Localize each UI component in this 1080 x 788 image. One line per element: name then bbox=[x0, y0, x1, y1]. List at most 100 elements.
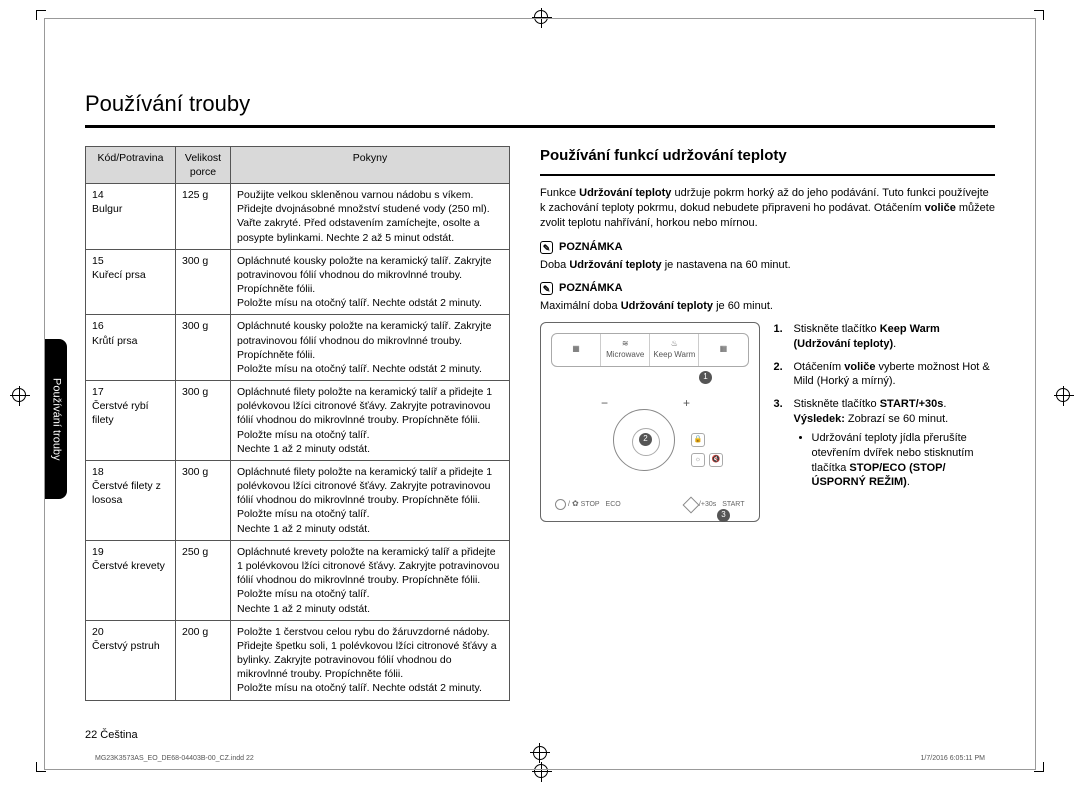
stop-label: STOP bbox=[581, 500, 600, 509]
note-heading-1: ✎ POZNÁMKA bbox=[540, 240, 995, 255]
table-row: 14Bulgur125 gPoužijte velkou skleněnou v… bbox=[86, 184, 510, 250]
mode-cell: ▦ bbox=[552, 334, 601, 366]
mode-microwave: ≋ Microwave bbox=[601, 334, 650, 366]
side-tab: Používání trouby bbox=[45, 339, 67, 499]
cell-code: 16Krůtí prsa bbox=[86, 315, 176, 381]
intro-paragraph: Funkce Udržování teploty udržuje pokrm h… bbox=[540, 186, 995, 231]
table-row: 18Čerstvé filety z lososa300 gOpláchnuté… bbox=[86, 460, 510, 540]
txt: je nastavena na 60 minut. bbox=[662, 259, 791, 271]
page-number: 22 Čeština bbox=[85, 728, 138, 743]
start-diamond bbox=[682, 496, 699, 513]
cell-instructions: Použijte velkou skleněnou varnou nádobu … bbox=[231, 184, 510, 250]
footer-center-mark bbox=[533, 746, 547, 765]
cell-size: 250 g bbox=[176, 540, 231, 620]
registration-mark-right bbox=[1056, 388, 1070, 402]
txt-bold: START/+30s bbox=[880, 398, 944, 410]
txt: Stiskněte tlačítko bbox=[794, 323, 880, 335]
cell-instructions: Opláchnuté kousky položte na keramický t… bbox=[231, 315, 510, 381]
table-row: 20Čerstvý pstruh200 gPoložte 1 čerstvou … bbox=[86, 620, 510, 700]
table-row: 15Kuřecí prsa300 gOpláchnuté kousky polo… bbox=[86, 249, 510, 315]
table-row: 19Čerstvé krevety250 gOpláchnuté krevety… bbox=[86, 540, 510, 620]
eco-label: ECO bbox=[606, 500, 621, 509]
steps-list: Stiskněte tlačítko Keep Warm (Udržování … bbox=[774, 322, 996, 522]
txt: je 60 minut. bbox=[713, 300, 773, 312]
control-panel-diagram: ▦ ≋ Microwave ♨ Keep Warm ▦ 1 − + bbox=[540, 322, 760, 522]
txt: Funkce bbox=[540, 187, 579, 199]
txt-bold: Udržování teploty bbox=[569, 259, 661, 271]
cell-size: 300 g bbox=[176, 315, 231, 381]
mute-icon: 🔇 bbox=[709, 453, 723, 467]
note-body-2: Maximální doba Udržování teploty je 60 m… bbox=[540, 299, 995, 314]
step-marker-3: 3 bbox=[717, 509, 730, 522]
txt: Otáčením bbox=[794, 361, 845, 373]
txt: Stiskněte tlačítko bbox=[794, 398, 880, 410]
cell-instructions: Opláchnuté krevety položte na keramický … bbox=[231, 540, 510, 620]
note-label: POZNÁMKA bbox=[559, 281, 623, 296]
cell-size: 125 g bbox=[176, 184, 231, 250]
sub-bullet: Udržování teploty jídla přerušíte otevře… bbox=[812, 431, 996, 490]
start-group: /+30s START bbox=[685, 499, 745, 511]
stop-eco-group: / ✿ STOP ECO bbox=[555, 499, 621, 511]
cell-size: 300 g bbox=[176, 381, 231, 461]
table-row: 16Krůtí prsa300 gOpláchnuté kousky polož… bbox=[86, 315, 510, 381]
keep-warm-label: Keep Warm bbox=[653, 350, 695, 361]
food-table: Kód/Potravina Velikost porce Pokyny 14Bu… bbox=[85, 146, 510, 701]
left-column: Kód/Potravina Velikost porce Pokyny 14Bu… bbox=[85, 146, 510, 701]
light-icon: ☼ bbox=[691, 453, 705, 467]
registration-mark-left bbox=[12, 388, 26, 402]
th-code: Kód/Potravina bbox=[86, 146, 176, 183]
th-instr: Pokyny bbox=[231, 146, 510, 183]
txt: Maximální doba bbox=[540, 300, 621, 312]
txt: Zobrazí se 60 minut. bbox=[845, 413, 948, 425]
step-marker-2: 2 bbox=[639, 433, 652, 446]
step-marker-1: 1 bbox=[699, 371, 712, 384]
note-label: POZNÁMKA bbox=[559, 240, 623, 255]
txt-bold: Udržování teploty bbox=[621, 300, 713, 312]
bottom-controls: / ✿ STOP ECO /+30s START bbox=[555, 499, 745, 511]
cell-instructions: Opláchnuté filety položte na keramický t… bbox=[231, 460, 510, 540]
txt: . bbox=[943, 398, 946, 410]
cell-instructions: Položte 1 čerstvou celou rybu do žáruvzd… bbox=[231, 620, 510, 700]
txt-bold: voliče bbox=[925, 202, 956, 214]
cell-code: 20Čerstvý pstruh bbox=[86, 620, 176, 700]
lock-icon: 🔒 bbox=[691, 433, 705, 447]
cell-code: 17Čerstvé rybí filety bbox=[86, 381, 176, 461]
cell-code: 15Kuřecí prsa bbox=[86, 249, 176, 315]
table-row: 17Čerstvé rybí filety300 gOpláchnuté fil… bbox=[86, 381, 510, 461]
txt: . bbox=[893, 338, 896, 350]
cell-size: 200 g bbox=[176, 620, 231, 700]
cell-code: 14Bulgur bbox=[86, 184, 176, 250]
txt-bold: Udržování teploty bbox=[579, 187, 671, 199]
cell-instructions: Opláchnuté kousky položte na keramický t… bbox=[231, 249, 510, 315]
note-icon: ✎ bbox=[540, 241, 553, 254]
start-label: START bbox=[722, 500, 744, 509]
subtitle-rule bbox=[540, 174, 995, 176]
note-icon: ✎ bbox=[540, 282, 553, 295]
cell-instructions: Opláchnuté filety položte na keramický t… bbox=[231, 381, 510, 461]
txt-bold: voliče bbox=[844, 361, 875, 373]
plus30-label: /+30s bbox=[699, 500, 716, 509]
step-item: Otáčením voliče vyberte možnost Hot & Mi… bbox=[774, 360, 996, 390]
section-subtitle: Používání funkcí udržování teploty bbox=[540, 146, 995, 166]
th-size: Velikost porce bbox=[176, 146, 231, 183]
mode-cell: ▦ bbox=[699, 334, 747, 366]
txt-bold: Výsledek: bbox=[794, 413, 845, 425]
footer-right: 1/7/2016 6:05:11 PM bbox=[921, 754, 985, 763]
step-item: Stiskněte tlačítko Keep Warm (Udržování … bbox=[774, 322, 996, 352]
page-title: Používání trouby bbox=[45, 19, 1035, 125]
cell-code: 18Čerstvé filety z lososa bbox=[86, 460, 176, 540]
txt: . bbox=[907, 476, 910, 488]
plus-icon: + bbox=[683, 395, 690, 411]
minus-icon: − bbox=[601, 395, 608, 411]
step-item: Stiskněte tlačítko START/+30s. Výsledek:… bbox=[774, 397, 996, 490]
cell-code: 19Čerstvé krevety bbox=[86, 540, 176, 620]
cell-size: 300 g bbox=[176, 249, 231, 315]
cell-size: 300 g bbox=[176, 460, 231, 540]
note-body-1: Doba Udržování teploty je nastavena na 6… bbox=[540, 258, 995, 273]
microwave-label: Microwave bbox=[606, 350, 644, 361]
right-column: Používání funkcí udržování teploty Funkc… bbox=[540, 146, 995, 701]
mode-keep-warm: ♨ Keep Warm bbox=[650, 334, 699, 366]
mode-strip: ▦ ≋ Microwave ♨ Keep Warm ▦ bbox=[551, 333, 749, 367]
txt: Doba bbox=[540, 259, 569, 271]
footer-left: MG23K3573AS_EO_DE68-04403B-00_CZ.indd 22 bbox=[95, 754, 254, 763]
